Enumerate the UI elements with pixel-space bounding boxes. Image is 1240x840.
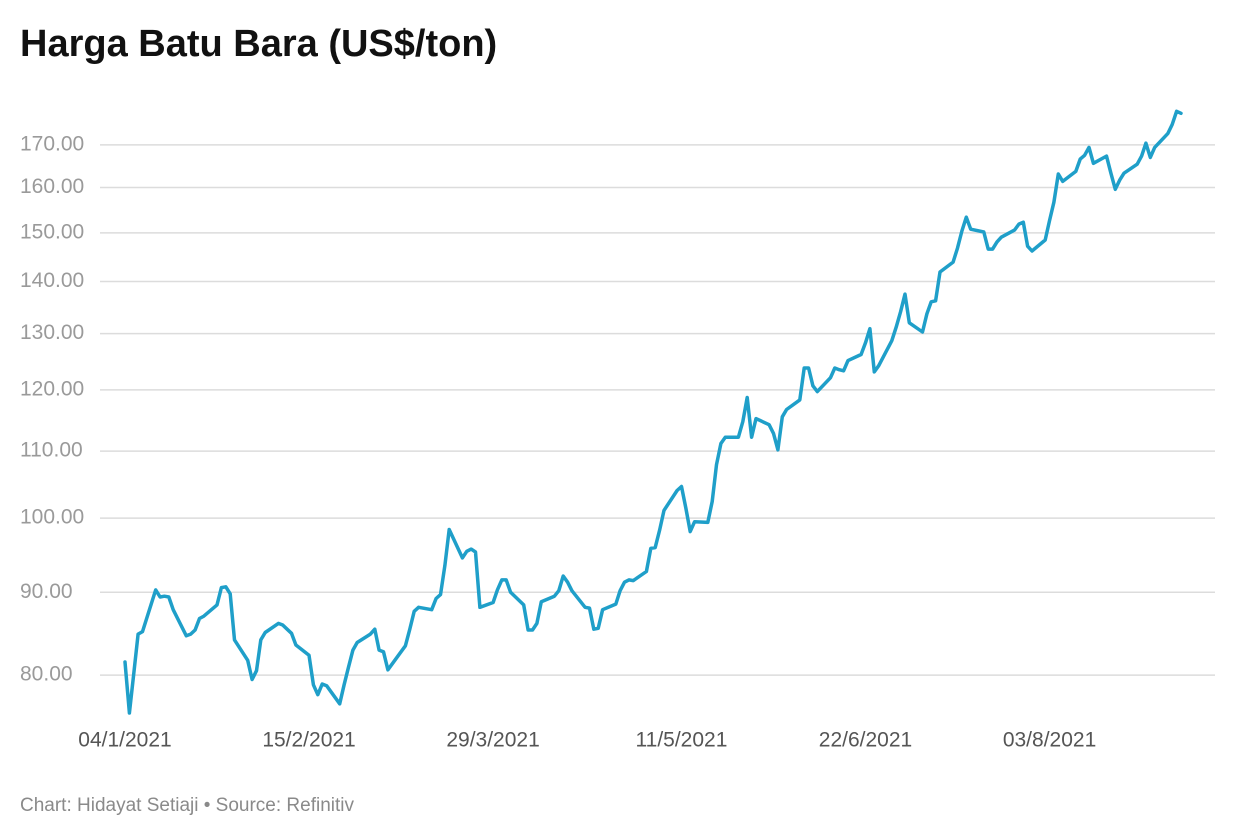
y-tick-label: 120.00: [20, 377, 84, 400]
y-tick-label: 130.00: [20, 321, 84, 344]
y-tick-label: 140.00: [20, 269, 84, 292]
x-tick-label: 29/3/2021: [446, 729, 539, 752]
y-tick-label: 110.00: [20, 439, 83, 462]
x-tick-label: 22/6/2021: [819, 729, 912, 752]
y-tick-label: 170.00: [20, 132, 84, 155]
x-tick-label: 03/8/2021: [1003, 729, 1096, 752]
y-tick-label: 80.00: [20, 663, 73, 686]
chart-title: Harga Batu Bara (US$/ton): [20, 23, 497, 65]
x-tick-label: 15/2/2021: [262, 729, 355, 752]
y-tick-label: 90.00: [20, 580, 73, 603]
y-tick-label: 150.00: [20, 220, 84, 243]
x-tick-label: 04/1/2021: [78, 729, 171, 752]
x-tick-label: 11/5/2021: [636, 729, 728, 752]
chart-footer: Chart: Hidayat Setiaji • Source: Refinit…: [20, 795, 355, 816]
price-line: [123, 109, 1183, 715]
y-tick-label: 160.00: [20, 175, 84, 198]
y-tick-label: 100.00: [20, 506, 84, 529]
